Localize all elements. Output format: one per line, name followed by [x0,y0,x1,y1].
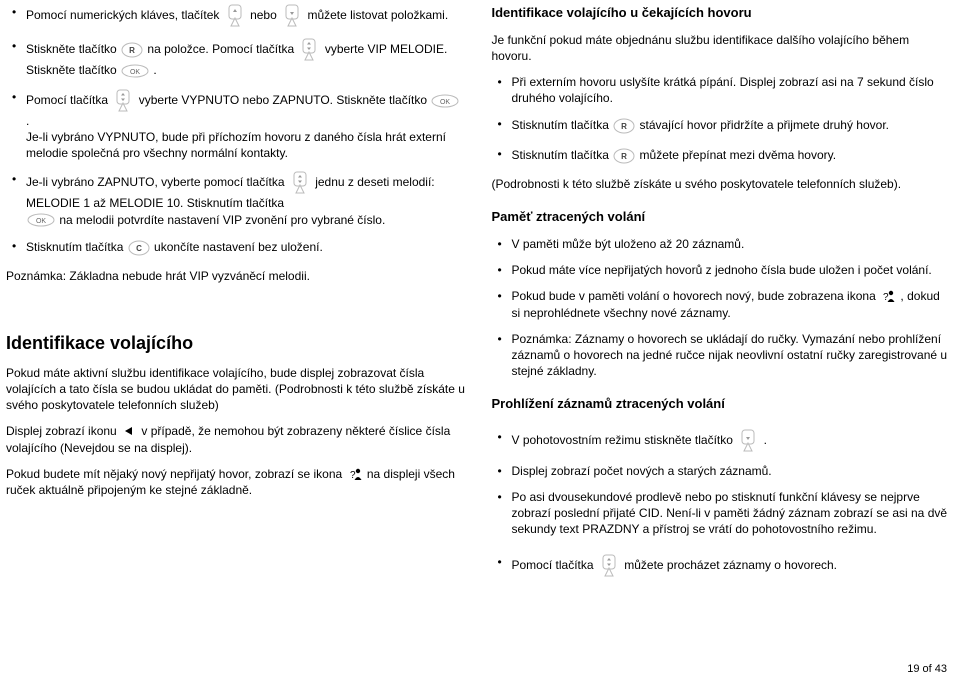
right-list-4: Pomocí tlačítka můžete procházet záznamy… [492,554,952,578]
text: Pokud bude v paměti volání o hovorech no… [512,289,880,303]
list-item: V pohotovostním režimu stiskněte tlačítk… [512,429,952,453]
text: Je-li vybráno ZAPNUTO, vyberte pomocí tl… [26,176,288,190]
up-icon [224,4,246,28]
right-list-2: V paměti může být uloženo až 20 záznamů.… [492,236,952,379]
updown-icon [112,89,134,113]
list-item: Pokud máte více nepřijatých hovorů z jed… [512,262,952,278]
list-item: Pokud bude v paměti volání o hovorech no… [512,288,952,320]
person-icon: ? [880,289,896,303]
heading-waiting: Identifikace volajícího u čekajících hov… [492,4,952,22]
text: Stisknutím tlačítka [512,118,613,132]
text: stávající hovor přidržíte a přijmete dru… [640,118,889,132]
list-item: Po asi dvousekundové prodlevě nebo po st… [512,489,952,538]
text: . [26,114,29,128]
left-list-1: Pomocí numerických kláves, tlačítek nebo… [6,4,466,28]
list-item: Stisknutím tlačítka R můžete přepínat me… [512,146,952,166]
svg-text:OK: OK [440,99,450,106]
list-item: V paměti může být uloženo až 20 záznamů. [512,236,952,252]
text: Pomocí numerických kláves, tlačítek [26,8,223,22]
para: Pokud budete mít nějaký nový nepřijatý h… [6,466,466,498]
list-item: Stiskněte tlačítko R na položce. Pomocí … [26,38,466,79]
text: na melodii potvrdíte nastavení VIP zvoně… [59,213,385,227]
updown-icon [598,554,620,578]
arrow-left-icon [121,424,137,438]
text: Displej zobrazí počet nových a starých z… [512,464,772,478]
list-item: Pomocí tlačítka vyberte VYPNUTO nebo ZAP… [26,89,466,162]
svg-text:R: R [621,122,627,131]
right-list-3: V pohotovostním režimu stiskněte tlačítk… [492,429,952,538]
svg-text:R: R [621,152,627,161]
text: Po asi dvousekundové prodlevě nebo po st… [512,490,948,536]
text: Stisknutím tlačítka [26,241,127,255]
c-icon: C [128,238,150,258]
list-item: Pomocí numerických kláves, tlačítek nebo… [26,4,466,28]
svg-text:R: R [129,46,135,55]
ok-icon: OK [121,63,149,79]
text: Stisknutím tlačítka [512,148,613,162]
text: Pomocí tlačítka [26,93,111,107]
disclaimer: (Podrobnosti k této službě získáte u své… [492,176,952,192]
svg-text:C: C [136,244,142,253]
text: Při externím hovoru uslyšíte krátká pípá… [512,75,934,105]
list-item: Stisknutím tlačítka R stávající hovor př… [512,116,952,136]
r-icon: R [613,146,635,166]
text: V pohotovostním režimu stiskněte tlačítk… [512,433,737,447]
para: Je funkční pokud máte objednánu službu i… [492,32,952,64]
page-number: 19 of 43 [907,662,947,677]
updown-icon [289,171,311,195]
text: Displej zobrazí ikonu [6,424,120,438]
down-icon [281,4,303,28]
text: Stiskněte tlačítko [26,42,120,56]
r-icon: R [121,40,143,60]
updown-icon [298,38,320,62]
ok-icon: OK [27,212,55,228]
heading-browse-lost: Prohlížení záznamů ztracených volání [492,395,952,413]
svg-text:OK: OK [130,69,140,76]
heading-caller-id: Identifikace volajícího [6,331,466,355]
list-item: Displej zobrazí počet nových a starých z… [512,463,952,479]
right-list-1: Při externím hovoru uslyšíte krátká pípá… [492,74,952,166]
text: Pomocí tlačítka [512,558,597,572]
list-item: Poznámka: Záznamy o hovorech se ukládají… [512,331,952,380]
r-icon: R [613,116,635,136]
note: Poznámka: Základna nebude hrát VIP vyzvá… [6,268,466,284]
left-list-2: Stiskněte tlačítko R na položce. Pomocí … [6,38,466,161]
para: Pokud máte aktivní službu identifikace v… [6,365,466,414]
text: . [764,433,767,447]
text: Poznámka: Záznamy o hovorech se ukládají… [512,332,948,378]
text: . [153,63,156,77]
svg-text:OK: OK [36,218,46,225]
text: můžete procházet záznamy o hovorech. [624,558,837,572]
text: Pokud budete mít nějaký nový nepřijatý h… [6,467,346,481]
text: na položce. Pomocí tlačítka [147,42,297,56]
text: Je-li vybráno VYPNUTO, bude při příchozí… [26,130,446,160]
down-icon [737,429,759,453]
list-item: Stisknutím tlačítka C ukončíte nastavení… [26,238,466,258]
left-list-3: Je-li vybráno ZAPNUTO, vyberte pomocí tl… [6,171,466,258]
heading-lost-calls: Paměť ztracených volání [492,208,952,226]
text: vyberte VYPNUTO nebo ZAPNUTO. Stiskněte … [139,93,431,107]
list-item: Pomocí tlačítka můžete procházet záznamy… [512,554,952,578]
text: nebo [250,8,280,22]
para: Displej zobrazí ikonu v případě, že nemo… [6,423,466,455]
person-icon: ? [347,467,363,481]
text: V paměti může být uloženo až 20 záznamů. [512,237,745,251]
list-item: Je-li vybráno ZAPNUTO, vyberte pomocí tl… [26,171,466,228]
text: můžete listovat položkami. [307,8,448,22]
text: Pokud máte více nepřijatých hovorů z jed… [512,263,932,277]
list-item: Při externím hovoru uslyšíte krátká pípá… [512,74,952,106]
text: můžete přepínat mezi dvěma hovory. [640,148,837,162]
text: ukončíte nastavení bez uložení. [154,241,323,255]
ok-icon: OK [431,93,459,109]
